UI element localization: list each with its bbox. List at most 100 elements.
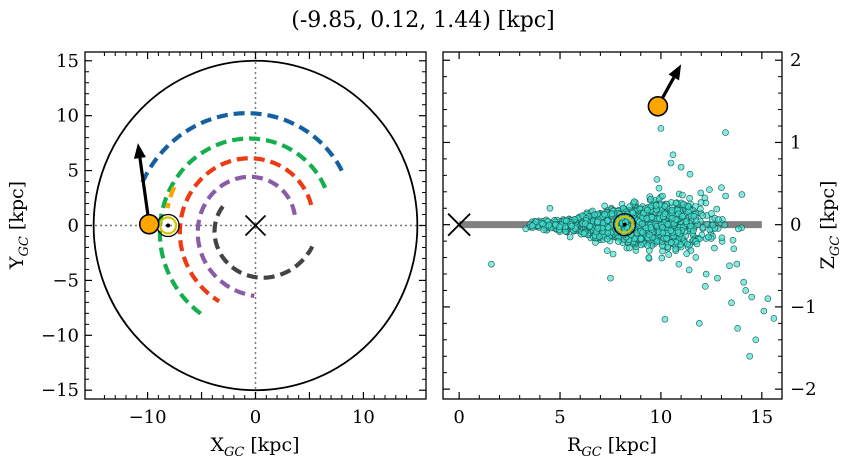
star-point-outlier bbox=[760, 307, 768, 315]
galaxy-boundary-circle bbox=[92, 59, 419, 392]
spiral-arm-1 bbox=[157, 136, 328, 318]
galactic-center-marker bbox=[447, 213, 471, 237]
left-panel: −10 0 10 −15 −10 −5 0 5 10 15 XGC [kpc] YGC [kpc] bbox=[6, 51, 427, 460]
star-point bbox=[528, 222, 536, 229]
star-point bbox=[601, 202, 609, 210]
star-point bbox=[672, 199, 680, 207]
star-point bbox=[663, 234, 670, 242]
star-point bbox=[659, 247, 666, 255]
left-velocity-arrow-head bbox=[134, 143, 146, 159]
star-point bbox=[702, 270, 710, 278]
star-point bbox=[595, 233, 603, 240]
right-plot-area bbox=[447, 64, 778, 360]
star-point bbox=[729, 236, 737, 244]
star-point bbox=[626, 203, 633, 210]
right-ytick-label: 0 bbox=[790, 215, 801, 236]
star-point bbox=[697, 189, 705, 197]
star-point bbox=[664, 221, 672, 228]
star-point bbox=[686, 170, 694, 178]
star-point bbox=[713, 205, 721, 213]
star-point bbox=[705, 233, 712, 241]
star-point bbox=[683, 250, 691, 257]
spiral-arm-3 bbox=[195, 174, 297, 298]
star-point bbox=[637, 235, 645, 242]
left-ytick-label: −5 bbox=[52, 270, 79, 291]
star-point bbox=[699, 224, 707, 231]
star-point bbox=[709, 221, 717, 229]
star-point bbox=[609, 250, 617, 258]
star-point bbox=[539, 220, 547, 228]
star-point bbox=[706, 186, 713, 193]
star-point bbox=[658, 254, 666, 262]
star-point bbox=[684, 240, 691, 248]
star-point bbox=[545, 221, 553, 229]
left-plot-area bbox=[85, 52, 426, 399]
star-point-outlier bbox=[726, 262, 733, 270]
star-point bbox=[642, 224, 650, 232]
star-point bbox=[682, 218, 690, 225]
object-marker bbox=[647, 95, 669, 117]
star-point bbox=[594, 218, 602, 226]
star-point bbox=[532, 218, 540, 225]
star-point bbox=[604, 229, 612, 237]
star-point-outlier bbox=[702, 283, 709, 290]
right-ytick-label: −1 bbox=[790, 297, 817, 318]
star-point bbox=[647, 195, 655, 203]
star-point bbox=[639, 229, 647, 236]
star-point bbox=[674, 229, 682, 236]
right-xtick-label: 5 bbox=[554, 407, 565, 428]
star-point bbox=[603, 217, 611, 224]
right-ylabel: ZGC [kpc] bbox=[817, 181, 843, 270]
spiral-arm-0 bbox=[139, 111, 344, 185]
figure-title: (-9.85, 0.12, 1.44) [kpc] bbox=[291, 8, 554, 33]
star-point-outlier bbox=[607, 274, 614, 282]
star-point bbox=[601, 211, 608, 218]
left-ytick-label: 10 bbox=[56, 106, 79, 127]
star-point bbox=[661, 210, 669, 217]
star-point bbox=[668, 206, 676, 214]
left-ytick-label: −15 bbox=[41, 380, 79, 401]
star-point-outlier bbox=[770, 315, 778, 322]
star-point bbox=[644, 242, 652, 249]
spiral-arm-2 bbox=[177, 156, 314, 304]
star-point bbox=[722, 192, 729, 200]
star-point-outlier bbox=[752, 336, 760, 344]
star-point-outlier bbox=[677, 163, 685, 171]
star-point bbox=[638, 220, 646, 228]
right-xtick-label: 10 bbox=[649, 407, 672, 428]
star-point-outlier bbox=[661, 315, 669, 323]
star-point bbox=[556, 223, 564, 231]
sun-marker-outer bbox=[612, 213, 637, 237]
galactic-center-marker bbox=[244, 214, 267, 237]
star-point bbox=[730, 245, 738, 253]
star-point bbox=[653, 238, 661, 245]
sun-marker-dot bbox=[166, 223, 171, 228]
star-point bbox=[687, 222, 694, 230]
spiral-arm-5 bbox=[212, 205, 315, 280]
star-point bbox=[655, 184, 663, 192]
star-point-outlier bbox=[653, 176, 661, 183]
star-point bbox=[693, 240, 701, 248]
star-point bbox=[733, 260, 741, 268]
right-axes-frame bbox=[442, 51, 783, 400]
star-point bbox=[603, 247, 611, 254]
star-point-outlier bbox=[645, 254, 653, 261]
star-point bbox=[718, 234, 726, 242]
star-point bbox=[652, 202, 660, 209]
right-velocity-arrow-head bbox=[668, 64, 682, 81]
star-point-outlier bbox=[695, 320, 703, 327]
star-point bbox=[608, 210, 616, 217]
star-point bbox=[699, 212, 707, 219]
star-point bbox=[690, 212, 698, 220]
star-point-outlier bbox=[714, 274, 721, 282]
left-ytick-label: 5 bbox=[68, 161, 79, 182]
star-point-outlier bbox=[718, 184, 725, 191]
left-xtick-label: 10 bbox=[352, 407, 375, 428]
star-point bbox=[603, 235, 611, 243]
left-xtick-label: 0 bbox=[250, 407, 261, 428]
right-xtick-label: 0 bbox=[453, 407, 464, 428]
star-point bbox=[697, 199, 705, 206]
star-point-outlier bbox=[734, 324, 741, 332]
right-ticks: 0 5 10 15 −2 −1 0 1 2 bbox=[443, 50, 817, 428]
